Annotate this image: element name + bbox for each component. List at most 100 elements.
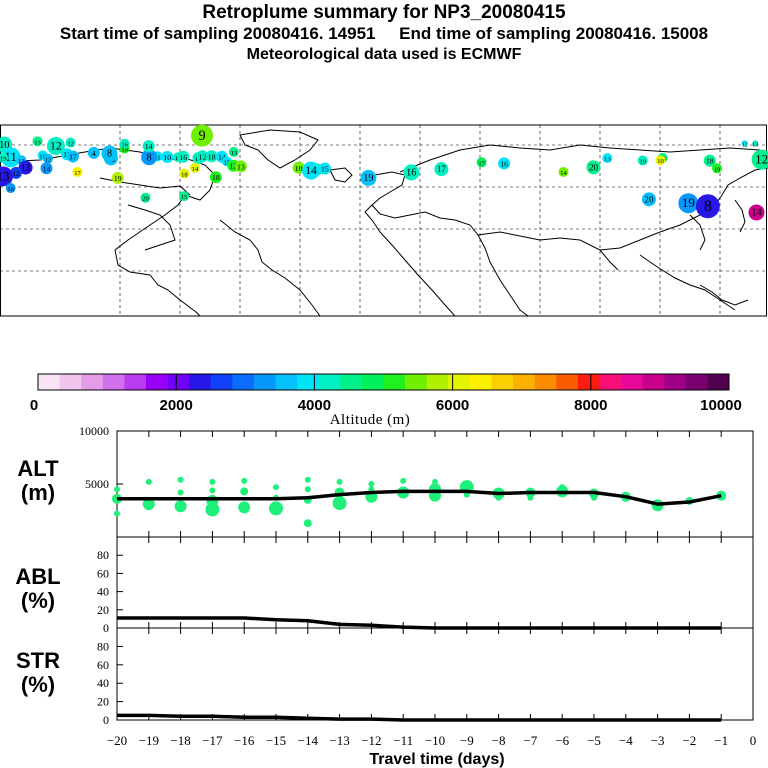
plume-marker: [43, 153, 53, 164]
y-tick-label: 60: [97, 566, 109, 580]
plume-point: [114, 510, 120, 517]
x-tick-label: −8: [492, 733, 506, 748]
plume-point: [332, 496, 347, 511]
plume-label: 16: [121, 142, 128, 149]
plume-label: 9: [198, 128, 205, 144]
x-tick-label: −5: [587, 733, 601, 748]
x-tick-label: −17: [202, 733, 223, 748]
plume-label: 15: [181, 194, 188, 201]
plume-label: 12: [742, 142, 748, 148]
plume-label: 19: [363, 173, 373, 184]
plume-label: 15: [321, 164, 329, 173]
x-tick-label: −14: [298, 733, 319, 748]
x-tick-label: −1: [714, 733, 728, 748]
colorbar-cell: [534, 374, 557, 390]
plume-point: [142, 498, 155, 511]
y-tick-label: 80: [97, 639, 109, 653]
y-tick-label: 5000: [85, 477, 109, 491]
plume-label: 20: [589, 162, 599, 172]
x-tick-label: −20: [107, 733, 127, 748]
plume-marker: [292, 161, 305, 174]
colorbar-cell: [405, 374, 427, 390]
x-tick-label: −11: [393, 733, 413, 748]
colorbar-cell: [469, 374, 492, 390]
plume-marker: [140, 192, 151, 203]
plume-marker: [434, 162, 449, 177]
plume-label: 12: [50, 140, 62, 153]
plume-marker: [586, 160, 601, 175]
plume-label: 10: [657, 158, 664, 165]
plume-marker: [177, 150, 190, 163]
plume-label: 4: [92, 149, 96, 158]
plume-marker: [5, 183, 16, 194]
y-tick-label: 20: [97, 695, 109, 709]
plume-point: [432, 478, 438, 485]
plume-label: 19: [682, 195, 695, 210]
plume-marker: [748, 204, 765, 221]
colorbar-tick-label: 6000: [436, 397, 469, 414]
plume-label: 14: [751, 208, 762, 219]
plume-point: [368, 481, 375, 487]
met-data-line: Meteorological data used is ECMWF: [246, 46, 522, 63]
plume-point: [177, 489, 184, 496]
plume-label: 13: [231, 150, 238, 157]
colorbar-cell: [383, 374, 406, 390]
plume-marker: [18, 160, 33, 175]
colorbar-cell: [340, 374, 363, 390]
x-tick-label: −4: [619, 733, 633, 748]
plume-marker: [87, 146, 100, 159]
plume-point: [527, 494, 534, 501]
colorbar-cell: [577, 374, 600, 390]
panel-frame: [116, 536, 754, 629]
plume-label: 19: [121, 146, 128, 153]
plume-marker: [65, 137, 76, 148]
plume-marker: [712, 163, 723, 174]
panel-ylabel-unit: (%): [21, 588, 55, 613]
colorbar-axis-label: Altitude (m): [330, 412, 411, 428]
plume-label: 14: [560, 170, 567, 177]
plume-marker: [678, 193, 699, 214]
plume-marker: [46, 136, 65, 155]
plume-marker: [228, 146, 239, 157]
plume-marker: [641, 192, 656, 207]
plume-label: 16: [179, 153, 187, 162]
colorbar-cell: [448, 374, 471, 390]
plume-label: 12: [12, 169, 20, 178]
plume-point: [303, 519, 312, 528]
plume-label: 13: [604, 156, 611, 163]
plume-label: 13: [63, 150, 71, 159]
plume-label: 8: [147, 152, 152, 163]
plume-marker: [205, 150, 218, 163]
plume-marker: [476, 157, 487, 168]
plume-marker: [695, 194, 720, 219]
colorbar-cell: [167, 374, 190, 390]
plume-label: 16: [406, 168, 416, 179]
plume-label: 11: [154, 154, 160, 161]
plume-label: 14: [218, 153, 226, 162]
plume-label: 18: [706, 157, 714, 166]
plume-point: [206, 494, 219, 507]
plume-label: 17: [74, 170, 81, 177]
panel-frame: [116, 627, 754, 721]
series-line: [117, 489, 722, 506]
plume-label: 14: [145, 142, 153, 151]
panel-ylabel: ALT: [17, 456, 59, 481]
alt-panel: ALT(m) 5000 10000: [17, 424, 754, 538]
x-tick-label: −15: [266, 733, 286, 748]
plume-label: 10: [0, 140, 9, 151]
plume-marker: [360, 169, 377, 186]
plume-point: [241, 477, 248, 484]
coastline: [359, 171, 406, 213]
plume-marker: [703, 154, 716, 167]
plume-label: 18: [212, 173, 220, 182]
x-tick-label: −16: [234, 733, 255, 748]
plume-point: [304, 486, 311, 493]
plume-label: 20: [644, 194, 654, 204]
plume-marker: [32, 136, 43, 147]
y-tick-label: 80: [97, 548, 109, 562]
x-tick-label: −7: [523, 733, 537, 748]
y-tick-label: 10000: [79, 424, 109, 438]
y-tick-label: 0: [103, 713, 109, 727]
plume-marker: [191, 124, 214, 147]
